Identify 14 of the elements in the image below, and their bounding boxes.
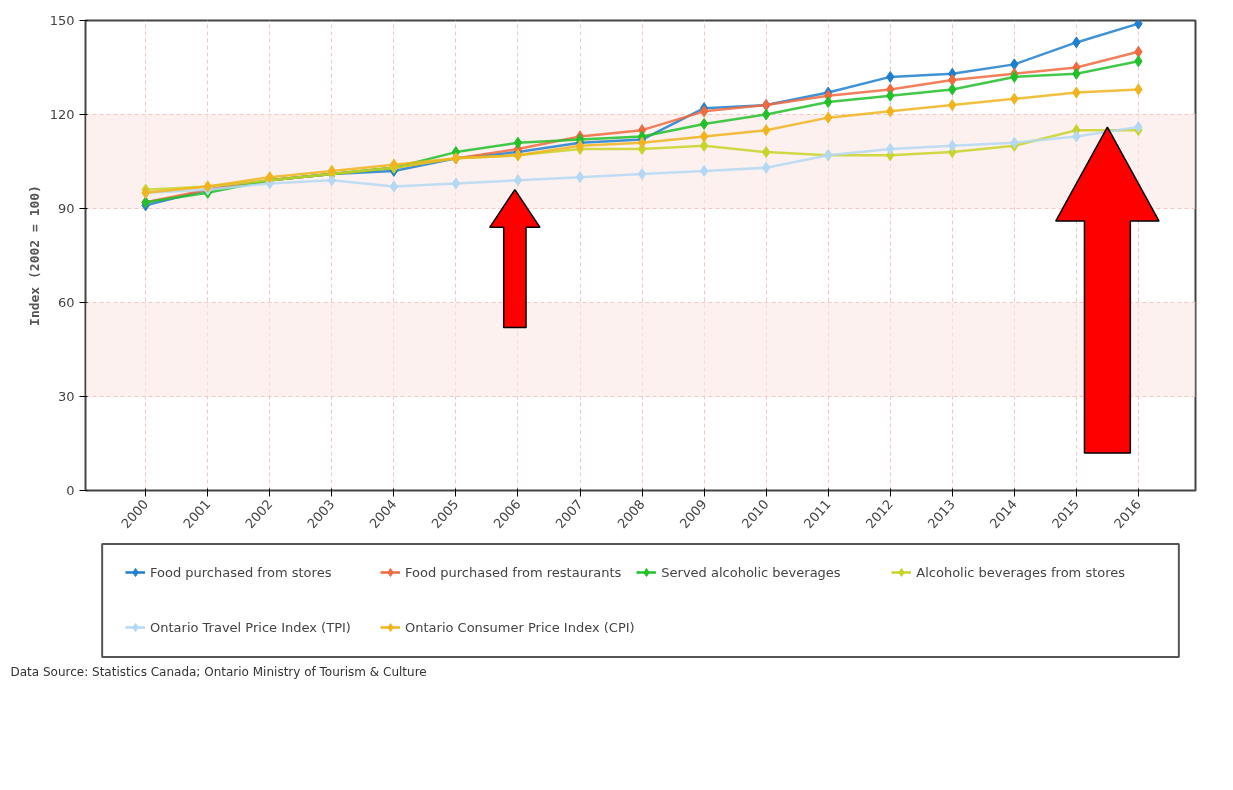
y-tick-label: 90 [57, 201, 75, 216]
y-tick-label: 30 [57, 389, 75, 404]
legend-label: Served alcoholic beverages [661, 564, 842, 580]
legend-label: Ontario Consumer Price Index (CPI) [405, 619, 635, 635]
y-tick-label: 60 [57, 295, 75, 310]
y-tick-label: 120 [49, 107, 75, 122]
y-axis-title: Index (2002 = 100) [26, 185, 42, 326]
legend-label: Food purchased from restaurants [405, 564, 622, 580]
legend-label: Ontario Travel Price Index (TPI) [150, 619, 352, 635]
legend-label: Food purchased from stores [150, 564, 333, 580]
source-note: Data Source: Statistics Canada; Ontario Ministry of Tourism & Culture [10, 665, 427, 679]
y-tick-label: 150 [49, 13, 75, 28]
y-tick-label: 0 [66, 483, 75, 498]
legend-label: Alcoholic beverages from stores [916, 564, 1127, 580]
